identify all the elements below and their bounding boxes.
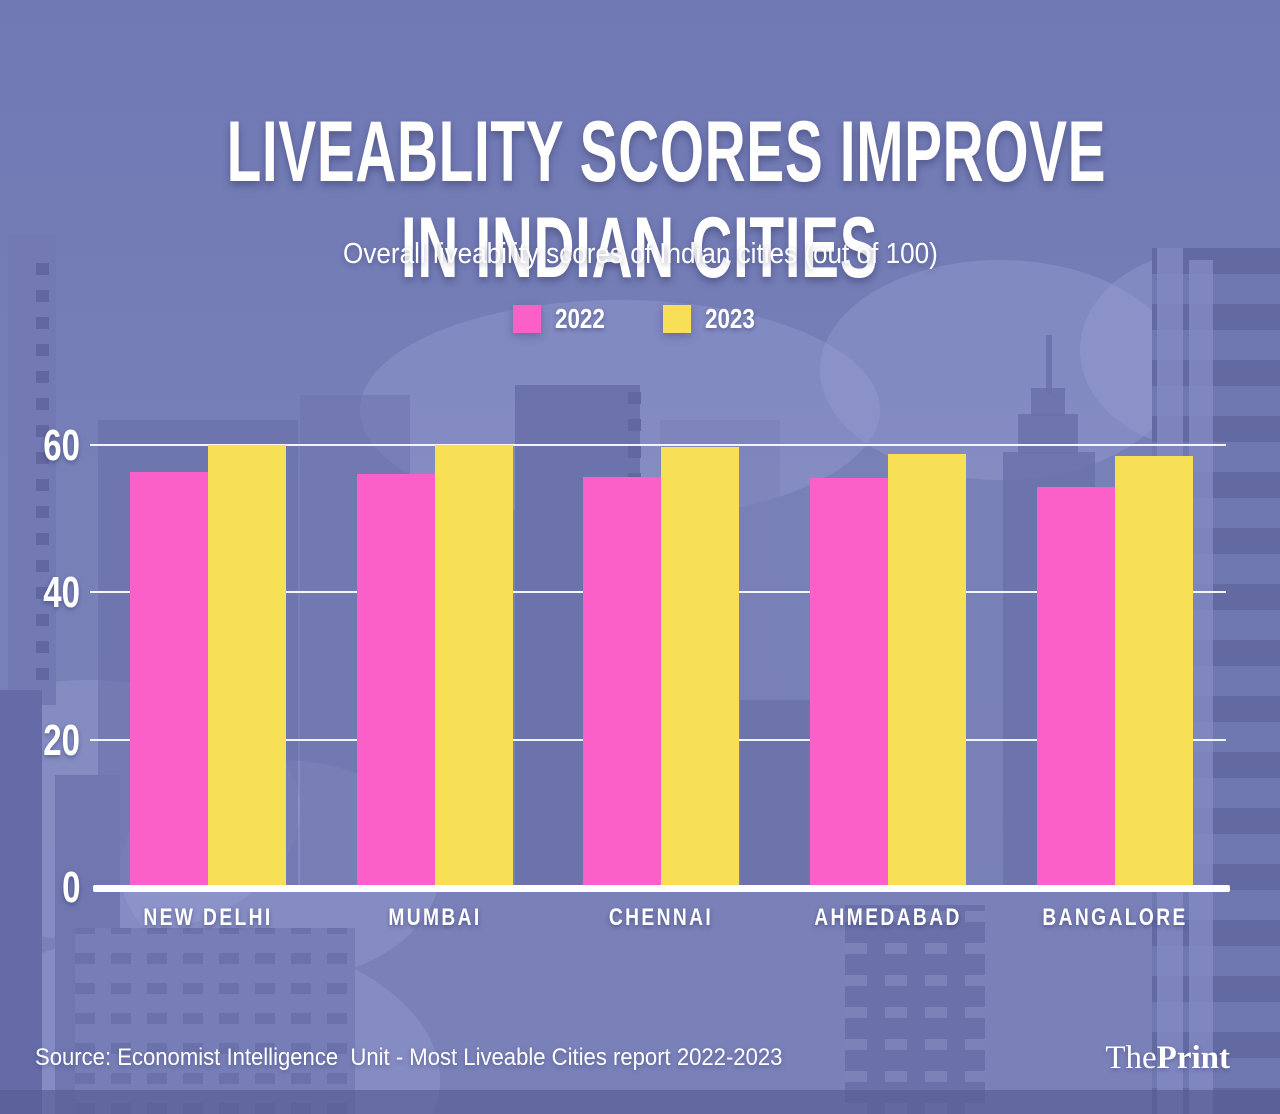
spire-tower-top [1031,388,1065,416]
legend-label-2022: 2022 [554,303,605,334]
y-axis-labels: 0 20 40 60 [0,402,86,910]
building-with-windows [75,928,355,1114]
x-axis-label-mumbai: MUMBAI [388,904,482,931]
y-tick-label-40: 40 [43,568,80,618]
bar-groups: NEW DELHI MUMBAI CHENNAI AHMEDABAD BANGALORE [95,402,1228,931]
chart-legend: 2022 2023 [0,303,1280,335]
bar-2023-new-delhi [208,444,287,888]
legend-item-2022: 2022 [512,303,617,335]
building-silhouette [0,690,42,1114]
y-tick-label-60: 60 [43,421,80,471]
bar-2022-ahmedabad [810,477,889,888]
spire-antenna [1046,335,1052,393]
chart-subtitle: Overall liveability scores of Indian cit… [342,238,938,270]
title-line-1: LIVEABLITY SCORES IMPROVE [226,103,1107,200]
x-axis-label-new-delhi: NEW DELHI [143,904,273,931]
y-tick-label-0: 0 [61,863,80,912]
bar-group-bangalore: BANGALORE [1036,402,1193,931]
skyscraper-pillar [1189,260,1213,1114]
bar-2022-new-delhi [130,471,209,888]
legend-swatch-2022 [512,305,541,333]
bottom-shadow-band [0,1090,1280,1114]
bar-group-mumbai: MUMBAI [356,402,513,931]
spire-tower-mid [1018,414,1078,454]
gridline-60 [90,444,1226,447]
bar-2023-mumbai [434,445,513,888]
source-credit: Source: Economist Intelligence Unit - Mo… [35,1044,783,1071]
plot-area: NEW DELHI MUMBAI CHENNAI AHMEDABAD BANGALORE [90,402,1228,931]
bar-group-new-delhi: NEW DELHI [130,402,287,931]
bar-2023-ahmedabad [888,454,967,888]
building-with-windows [845,905,985,1114]
legend-item-2023: 2023 [663,303,767,335]
theprint-logo: ThePrint [1105,1040,1230,1076]
bar-2022-chennai [583,477,662,888]
y-tick-label-20: 20 [43,715,80,765]
building-windows-column [36,250,49,680]
x-axis-label-chennai: CHENNAI [609,904,714,931]
x-axis-label-ahmedabad: AHMEDABAD [814,904,962,931]
title-line-2: IN INDIAN CITIES [401,199,879,296]
x-axis-label-bangalore: BANGALORE [1042,904,1188,931]
bar-2023-bangalore [1114,455,1193,888]
x-axis-baseline [93,885,1230,892]
bar-2022-bangalore [1036,487,1115,888]
bar-group-ahmedabad: AHMEDABAD [810,402,967,931]
bar-group-chennai: CHENNAI [583,402,740,931]
legend-swatch-2023 [663,305,691,333]
bar-2022-mumbai [356,474,435,888]
legend-label-2023: 2023 [705,303,755,334]
bar-2023-chennai [661,446,740,888]
cloud [820,260,1180,480]
page-title: LIVEABLITY SCORES IMPROVE IN INDIAN CITI… [0,104,1280,296]
